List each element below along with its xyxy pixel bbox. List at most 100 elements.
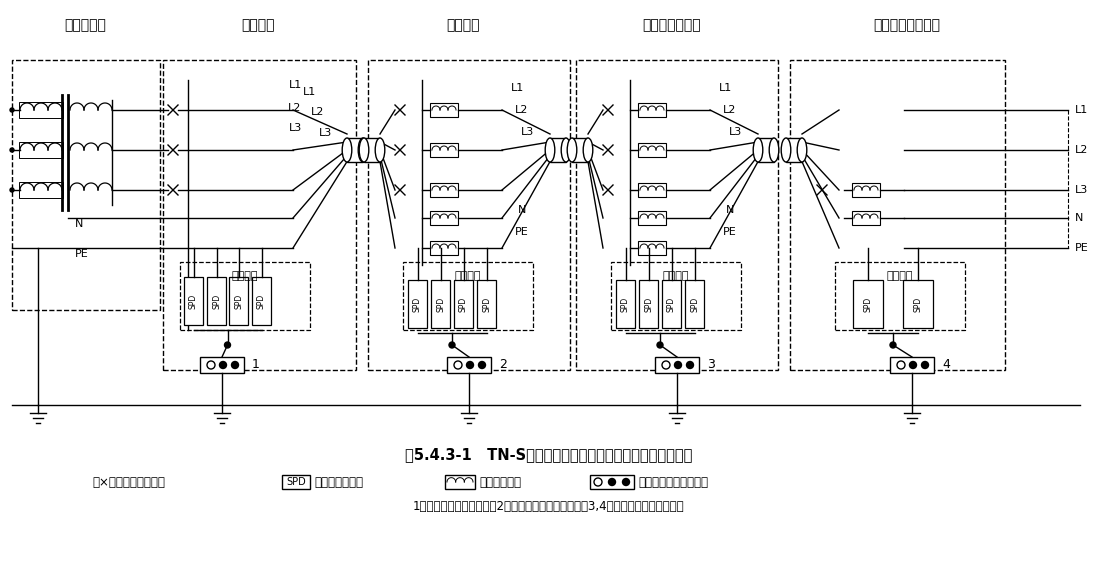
Text: PE: PE bbox=[516, 227, 529, 237]
Circle shape bbox=[478, 361, 486, 369]
Text: L2: L2 bbox=[289, 103, 302, 113]
Circle shape bbox=[890, 342, 896, 348]
Text: SPD: SPD bbox=[644, 297, 653, 312]
Ellipse shape bbox=[359, 138, 369, 162]
Text: SPD: SPD bbox=[189, 294, 197, 309]
Text: 2: 2 bbox=[499, 358, 507, 372]
Ellipse shape bbox=[545, 138, 555, 162]
Circle shape bbox=[466, 361, 474, 369]
Ellipse shape bbox=[567, 138, 577, 162]
Bar bbox=[184, 277, 203, 325]
Text: L3: L3 bbox=[289, 123, 302, 133]
Bar bbox=[446, 357, 491, 373]
Circle shape bbox=[219, 361, 226, 369]
Text: L2: L2 bbox=[312, 107, 325, 117]
Ellipse shape bbox=[754, 138, 762, 162]
Bar bbox=[790, 60, 1005, 370]
Bar bbox=[430, 103, 459, 117]
Circle shape bbox=[231, 361, 238, 369]
Text: L1: L1 bbox=[304, 87, 317, 97]
Bar bbox=[661, 280, 681, 328]
Text: 4: 4 bbox=[942, 358, 950, 372]
Bar bbox=[408, 280, 427, 328]
Text: SPD: SPD bbox=[621, 297, 630, 312]
Text: 分配电箱: 分配电箱 bbox=[446, 18, 479, 32]
Text: －退耦器件；: －退耦器件； bbox=[479, 476, 521, 488]
Circle shape bbox=[675, 361, 681, 369]
Bar bbox=[431, 280, 450, 328]
Bar bbox=[852, 183, 880, 197]
Text: L1: L1 bbox=[289, 80, 302, 90]
Ellipse shape bbox=[375, 138, 385, 162]
Bar bbox=[590, 475, 634, 489]
Bar bbox=[163, 60, 357, 370]
Ellipse shape bbox=[562, 138, 570, 162]
Bar bbox=[685, 280, 704, 328]
Bar bbox=[430, 211, 459, 225]
Text: 图5.4.3-1   TN-S系统的配电线路浪涌保护器安装位置示意图: 图5.4.3-1 TN-S系统的配电线路浪涌保护器安装位置示意图 bbox=[405, 447, 692, 462]
Text: N: N bbox=[75, 219, 83, 229]
Circle shape bbox=[657, 342, 663, 348]
Bar bbox=[200, 357, 244, 373]
Circle shape bbox=[622, 479, 630, 486]
Bar bbox=[430, 143, 459, 157]
Text: L1: L1 bbox=[1075, 105, 1088, 115]
Bar bbox=[572, 138, 588, 162]
Bar bbox=[550, 138, 566, 162]
Ellipse shape bbox=[342, 138, 352, 162]
Bar bbox=[19, 102, 63, 118]
Text: 保护电器: 保护电器 bbox=[231, 271, 258, 281]
Bar bbox=[12, 60, 160, 310]
Ellipse shape bbox=[781, 138, 791, 162]
Bar bbox=[454, 280, 473, 328]
Text: －等电位接地端子板；: －等电位接地端子板； bbox=[638, 476, 708, 488]
Bar bbox=[252, 277, 271, 325]
Bar bbox=[445, 475, 475, 489]
Bar bbox=[638, 183, 666, 197]
Bar bbox=[785, 138, 802, 162]
Bar bbox=[617, 280, 635, 328]
Text: －浪涌保护器；: －浪涌保护器； bbox=[314, 476, 363, 488]
Bar bbox=[638, 211, 666, 225]
Text: 保护电器: 保护电器 bbox=[455, 271, 482, 281]
Bar bbox=[853, 280, 883, 328]
Bar bbox=[576, 60, 778, 370]
Bar bbox=[403, 262, 533, 330]
Bar bbox=[852, 211, 880, 225]
Bar bbox=[19, 142, 63, 158]
Text: N: N bbox=[726, 205, 734, 215]
Text: 电源变压器: 电源变压器 bbox=[64, 18, 106, 32]
Text: 设备机房配电箱: 设备机房配电箱 bbox=[643, 18, 701, 32]
Bar bbox=[638, 280, 658, 328]
Text: L2: L2 bbox=[723, 105, 737, 115]
Circle shape bbox=[687, 361, 693, 369]
Circle shape bbox=[909, 361, 916, 369]
Text: L3: L3 bbox=[728, 127, 742, 137]
Text: －×／－空气断路器；: －×／－空气断路器； bbox=[92, 476, 165, 488]
Text: L2: L2 bbox=[516, 105, 529, 115]
Bar bbox=[638, 241, 666, 255]
Text: 总配电箱: 总配电箱 bbox=[241, 18, 274, 32]
Bar bbox=[364, 138, 380, 162]
Circle shape bbox=[449, 342, 455, 348]
Bar bbox=[638, 103, 666, 117]
Circle shape bbox=[10, 188, 14, 192]
Text: PE: PE bbox=[1075, 243, 1088, 253]
Bar bbox=[835, 262, 965, 330]
Text: 保护电器: 保护电器 bbox=[886, 271, 913, 281]
Bar bbox=[477, 280, 496, 328]
Bar bbox=[890, 357, 934, 373]
Bar bbox=[758, 138, 774, 162]
Text: L3: L3 bbox=[520, 127, 533, 137]
Bar bbox=[367, 60, 570, 370]
Bar bbox=[430, 183, 459, 197]
Text: SPD: SPD bbox=[257, 294, 265, 309]
Circle shape bbox=[225, 342, 230, 348]
Text: SPD: SPD bbox=[667, 297, 676, 312]
Text: SPD: SPD bbox=[234, 294, 244, 309]
Text: L3: L3 bbox=[319, 128, 332, 138]
Text: SPD: SPD bbox=[914, 297, 923, 312]
Text: PE: PE bbox=[723, 227, 737, 237]
Text: SPD: SPD bbox=[459, 297, 468, 312]
Ellipse shape bbox=[798, 138, 806, 162]
